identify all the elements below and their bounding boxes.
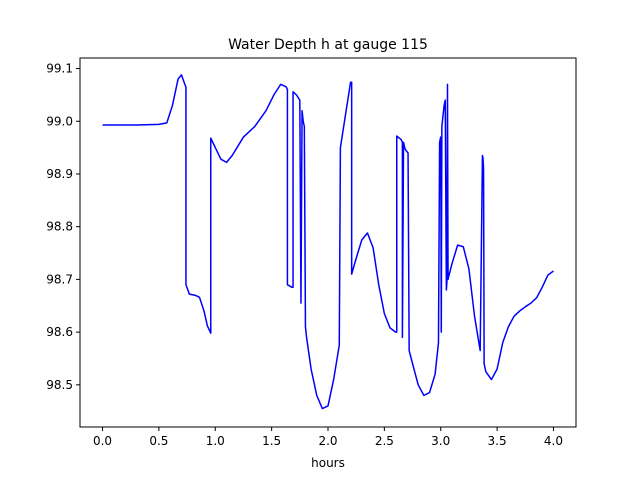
y-tick-label: 98.7 [46, 272, 73, 286]
y-tick-label: 98.6 [46, 325, 73, 339]
y-tick-label: 99.1 [46, 62, 73, 76]
x-tick-label: 1.0 [206, 434, 225, 448]
plot-area [102, 74, 554, 410]
x-axis-label: hours [311, 456, 345, 470]
x-tick-label: 0.0 [93, 434, 112, 448]
x-axis: 0.0 0.5 1.0 1.5 2.0 2.5 3.0 3.5 4.0 [93, 427, 563, 448]
x-tick-label: 3.5 [488, 434, 507, 448]
y-tick-label: 99.0 [46, 114, 73, 128]
series-line [102, 74, 554, 410]
plot-frame [79, 57, 577, 428]
y-tick-label: 98.9 [46, 167, 73, 181]
x-tick-label: 2.5 [375, 434, 394, 448]
y-axis: 98.5 98.6 98.7 98.8 98.9 99.0 99.1 [46, 62, 80, 392]
y-tick-label: 98.8 [46, 220, 73, 234]
x-tick-label: 0.5 [149, 434, 168, 448]
x-tick-label: 2.0 [318, 434, 337, 448]
x-tick-label: 3.0 [431, 434, 450, 448]
y-tick-label: 98.5 [46, 378, 73, 392]
x-tick-label: 1.5 [262, 434, 281, 448]
x-tick-label: 4.0 [544, 434, 563, 448]
chart-title: Water Depth h at gauge 115 [228, 37, 428, 53]
